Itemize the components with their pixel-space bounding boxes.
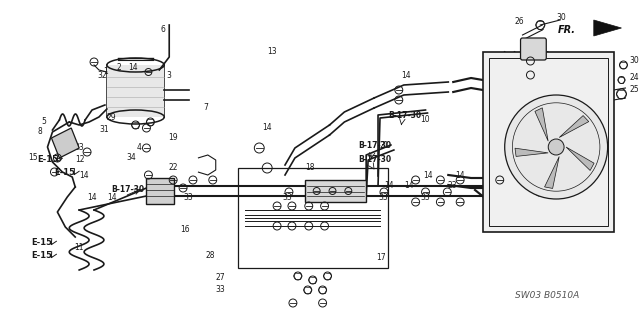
Text: 25: 25 [629, 85, 639, 94]
Text: 21: 21 [379, 140, 388, 150]
Text: 14: 14 [529, 170, 539, 180]
Text: 18: 18 [305, 164, 314, 173]
Text: SW03 B0510A: SW03 B0510A [515, 291, 579, 300]
Text: 14: 14 [107, 194, 116, 203]
Text: 4: 4 [136, 144, 141, 152]
Polygon shape [51, 128, 79, 158]
Text: 29: 29 [107, 114, 116, 122]
Text: 34: 34 [127, 153, 136, 162]
Text: 23: 23 [447, 181, 457, 189]
Polygon shape [559, 115, 589, 137]
Text: 33: 33 [183, 194, 193, 203]
Text: 8: 8 [38, 128, 42, 137]
Circle shape [548, 139, 564, 155]
Text: 32: 32 [97, 70, 107, 79]
Text: 24: 24 [540, 50, 550, 60]
Text: 14: 14 [384, 181, 394, 189]
Polygon shape [594, 20, 621, 36]
Text: 16: 16 [180, 226, 189, 234]
Text: 2: 2 [116, 63, 122, 72]
Text: 20: 20 [518, 175, 528, 184]
Text: 14: 14 [87, 194, 97, 203]
Text: B-17-30: B-17-30 [483, 165, 516, 174]
Text: 27: 27 [216, 273, 225, 283]
Text: 5: 5 [42, 117, 47, 127]
Text: 24: 24 [629, 73, 639, 82]
Text: 31: 31 [99, 125, 109, 135]
Text: 3: 3 [166, 70, 171, 79]
Text: 22: 22 [168, 164, 178, 173]
Text: B-17-30: B-17-30 [388, 111, 421, 120]
Text: 33: 33 [147, 181, 156, 189]
Bar [483, 52, 614, 232]
Polygon shape [545, 157, 559, 189]
Text: 28: 28 [206, 250, 215, 259]
Bar [107, 65, 164, 117]
Bar [305, 180, 366, 202]
Text: 15: 15 [28, 153, 37, 162]
Text: 30: 30 [629, 56, 639, 65]
Text: 17: 17 [376, 254, 386, 263]
FancyBboxPatch shape [520, 38, 547, 60]
Text: 14: 14 [129, 63, 138, 72]
Text: 14: 14 [534, 140, 544, 150]
Text: FR.: FR. [558, 25, 576, 35]
Text: 26: 26 [515, 18, 524, 26]
Text: 12: 12 [76, 155, 84, 165]
Text: B-17-30: B-17-30 [358, 155, 392, 164]
Text: 33: 33 [216, 286, 225, 294]
Text: B-17-30: B-17-30 [358, 141, 392, 150]
Text: 14: 14 [79, 170, 89, 180]
Text: 33: 33 [532, 194, 542, 203]
Text: 14: 14 [401, 70, 410, 79]
Text: E-15: E-15 [31, 251, 52, 260]
Bar [147, 178, 174, 204]
Polygon shape [566, 147, 594, 170]
Text: 9: 9 [485, 201, 490, 210]
Text: E-15: E-15 [38, 155, 59, 164]
Text: 14: 14 [424, 170, 433, 180]
Text: 1: 1 [103, 68, 108, 77]
Text: 19: 19 [168, 133, 178, 143]
Polygon shape [515, 148, 548, 156]
Text: 11: 11 [74, 243, 84, 253]
Text: 33: 33 [58, 136, 67, 145]
Text: 33: 33 [74, 144, 84, 152]
Text: B-17-30: B-17-30 [111, 185, 144, 194]
Text: 30: 30 [556, 13, 566, 23]
Text: E-15: E-15 [31, 238, 52, 247]
Text: E-15: E-15 [54, 168, 76, 177]
Text: 14: 14 [455, 170, 465, 180]
Text: 13: 13 [267, 48, 277, 56]
Text: 6: 6 [160, 26, 165, 34]
Bar [489, 58, 607, 226]
Bar [237, 168, 388, 268]
Text: 33: 33 [420, 194, 430, 203]
Text: 33: 33 [282, 194, 292, 203]
Text: 33: 33 [378, 194, 388, 203]
Text: 7: 7 [203, 103, 208, 113]
Text: 14: 14 [503, 170, 513, 180]
Circle shape [505, 95, 607, 199]
Text: 14: 14 [262, 123, 272, 132]
Polygon shape [535, 108, 548, 141]
Text: 10: 10 [420, 115, 430, 124]
Text: 14: 14 [404, 181, 413, 189]
